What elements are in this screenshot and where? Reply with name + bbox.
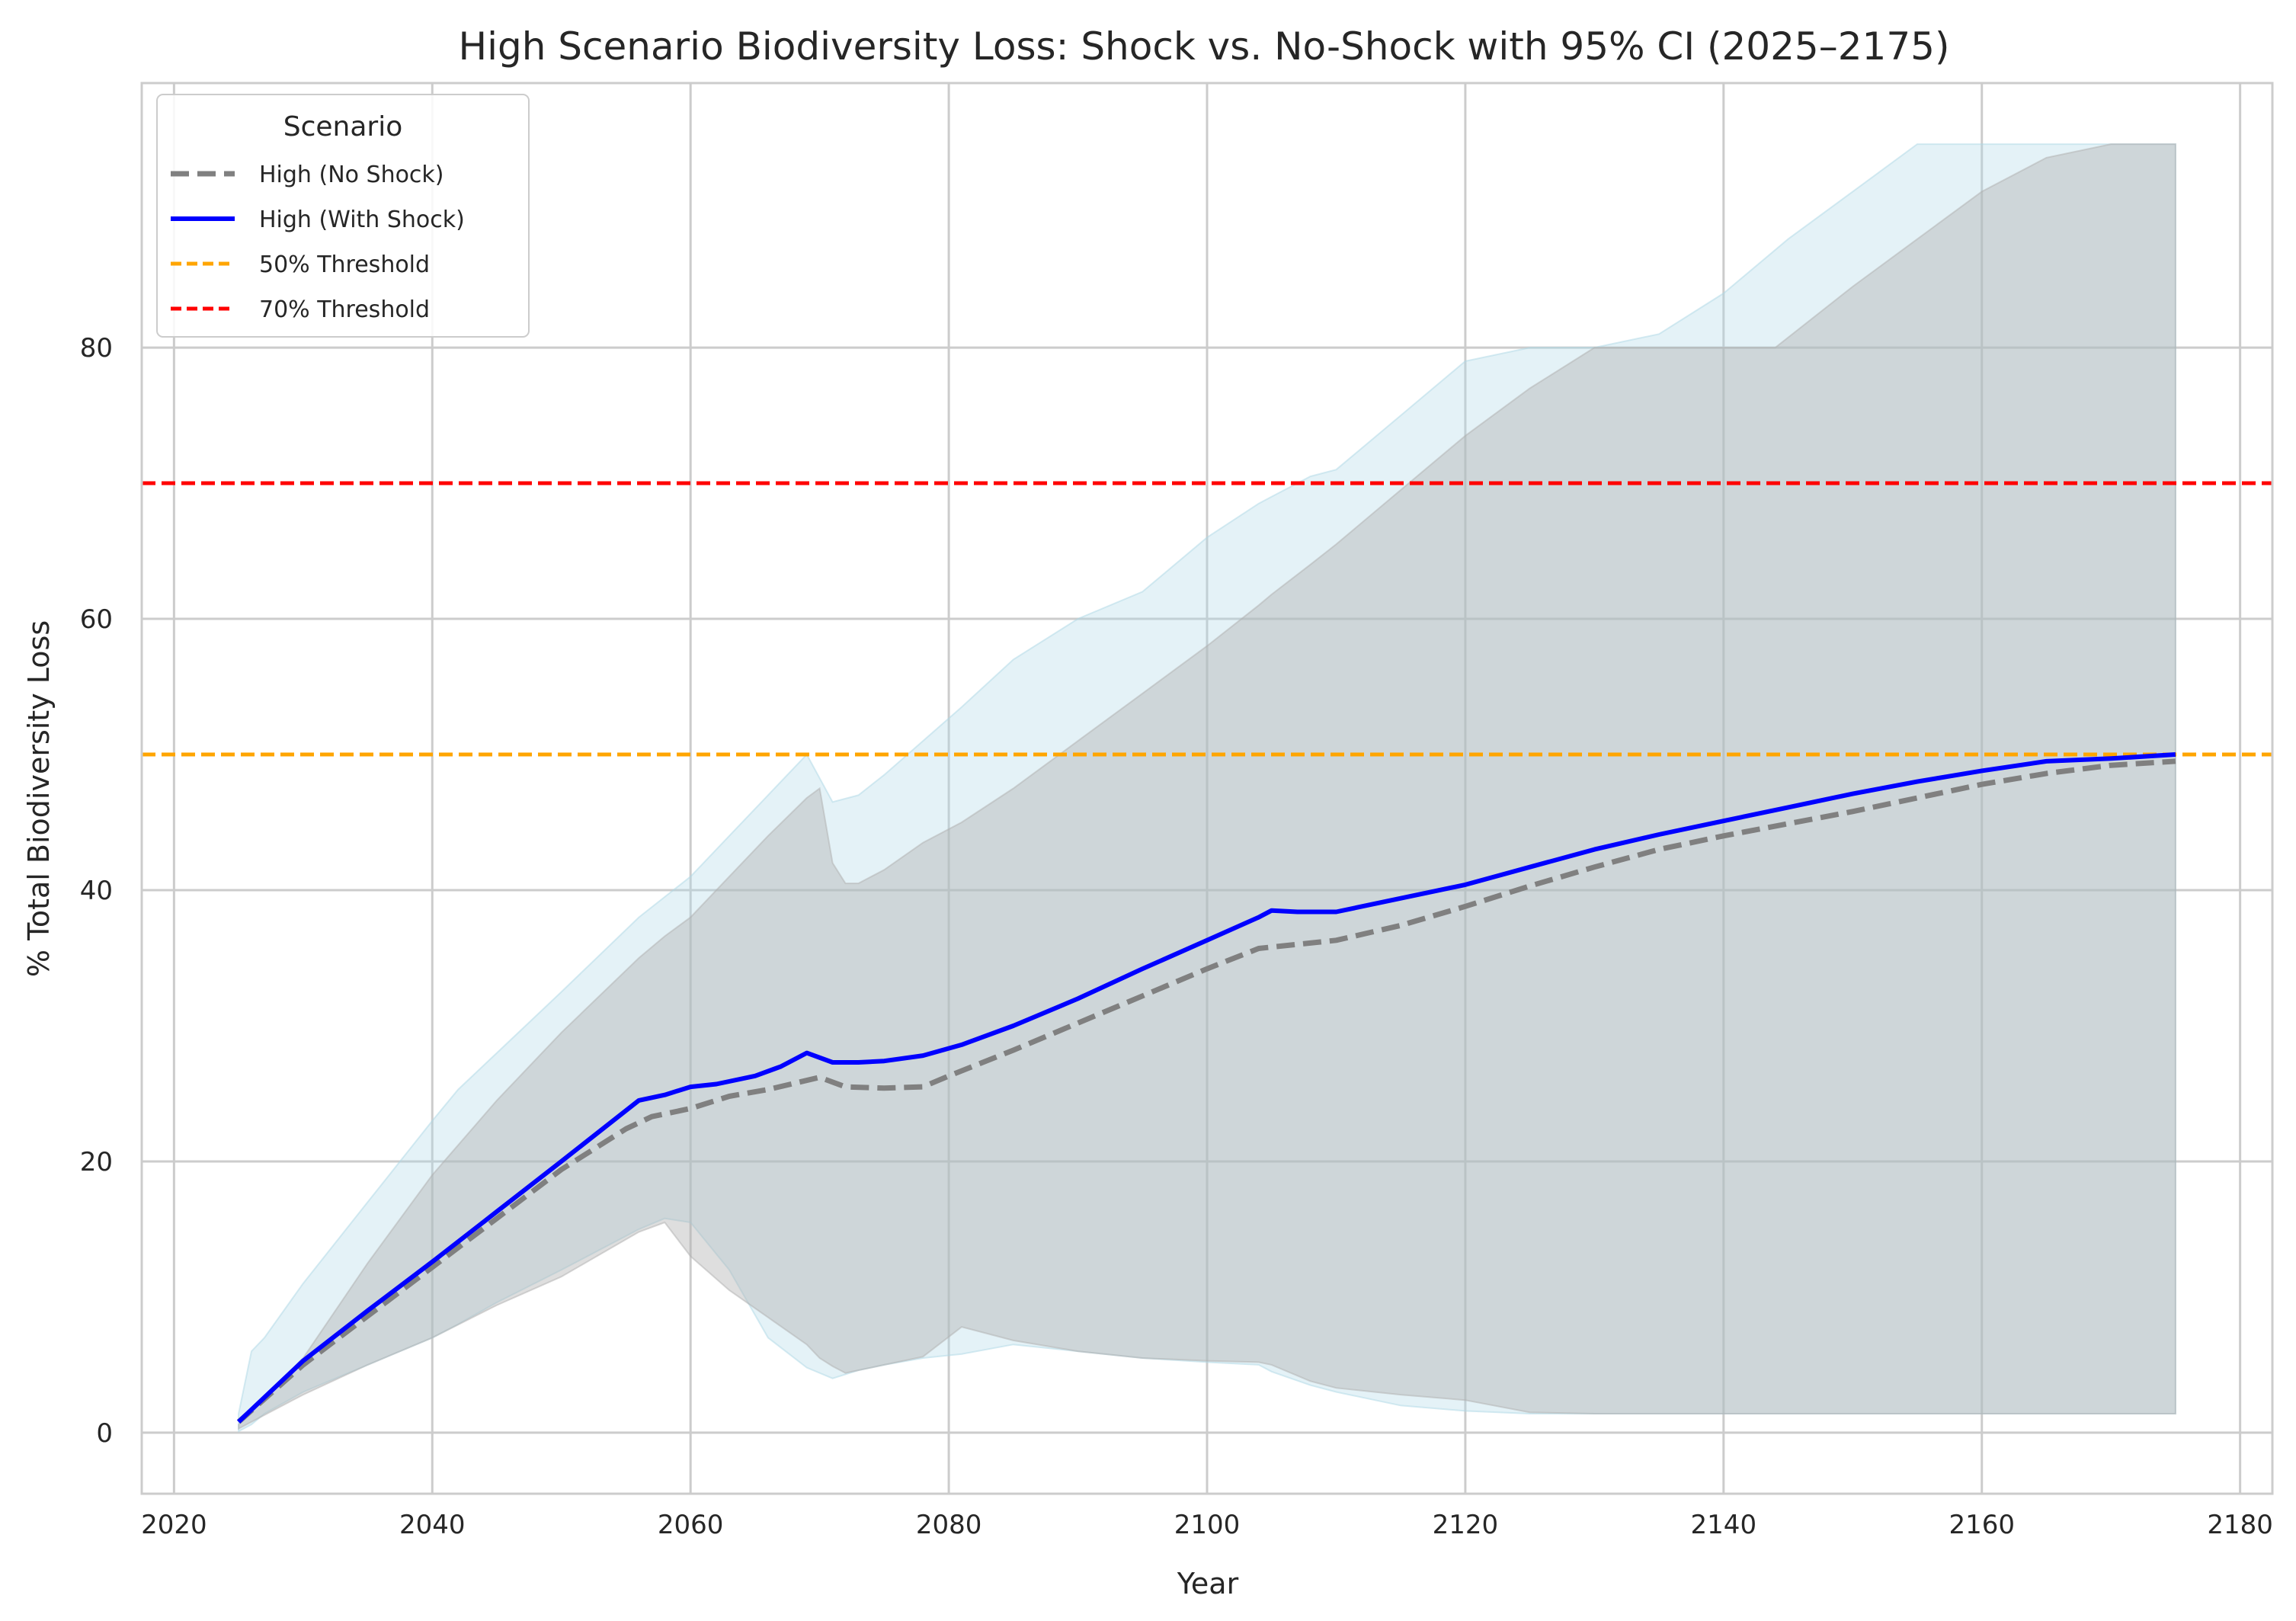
legend-title: Scenario <box>283 111 403 143</box>
legend-with-shock-label: High (With Shock) <box>259 207 465 233</box>
x-axis-label: Year <box>1177 1567 1239 1600</box>
no-shock-series-line <box>236 758 2176 1424</box>
legend-box <box>156 94 530 338</box>
x-tick-label: 2040 <box>399 1510 466 1540</box>
y-tick-label: 60 <box>80 604 113 635</box>
x-tick-label: 2120 <box>1433 1510 1499 1540</box>
plot-frame <box>140 82 2274 1495</box>
x-tick-label: 2160 <box>1949 1510 2015 1540</box>
x-tick-label: 2080 <box>916 1510 982 1540</box>
series-lines <box>236 752 2176 1424</box>
legend-threshold-50-label: 50% Threshold <box>259 251 430 278</box>
y-tick-label: 0 <box>96 1418 113 1449</box>
legend-entries: High (No Shock) High (With Shock) 50% Thre… <box>171 162 465 323</box>
grid <box>142 83 2272 1494</box>
x-tick-label: 2100 <box>1174 1510 1241 1540</box>
with-shock-series-line <box>237 752 2176 1424</box>
y-axis-label: % Total Biodiversity Loss <box>22 620 56 977</box>
threshold-lines <box>142 481 2272 757</box>
x-tick-label: 2140 <box>1691 1510 1757 1540</box>
x-tick-label: 2060 <box>658 1510 724 1540</box>
legend: Scenario High (No Shock) High (With Shock… <box>156 94 530 338</box>
tick-labels: 2020 2040 2060 2080 2100 2120 2140 2160 21800204… <box>80 333 2273 1540</box>
y-tick-label: 80 <box>80 333 113 364</box>
chart-title: High Scenario Biodiversity Loss: Shock v… <box>459 24 1950 69</box>
y-tick-label: 40 <box>80 876 113 906</box>
x-tick-label: 2020 <box>141 1510 207 1540</box>
ci-band-no-shock <box>238 143 2176 1430</box>
confidence-bands <box>238 143 2176 1433</box>
legend-no-shock-label: High (No Shock) <box>259 162 444 188</box>
legend-threshold-70-label: 70% Threshold <box>259 296 430 323</box>
y-tick-label: 20 <box>80 1147 113 1177</box>
x-tick-label: 2180 <box>2207 1510 2273 1540</box>
